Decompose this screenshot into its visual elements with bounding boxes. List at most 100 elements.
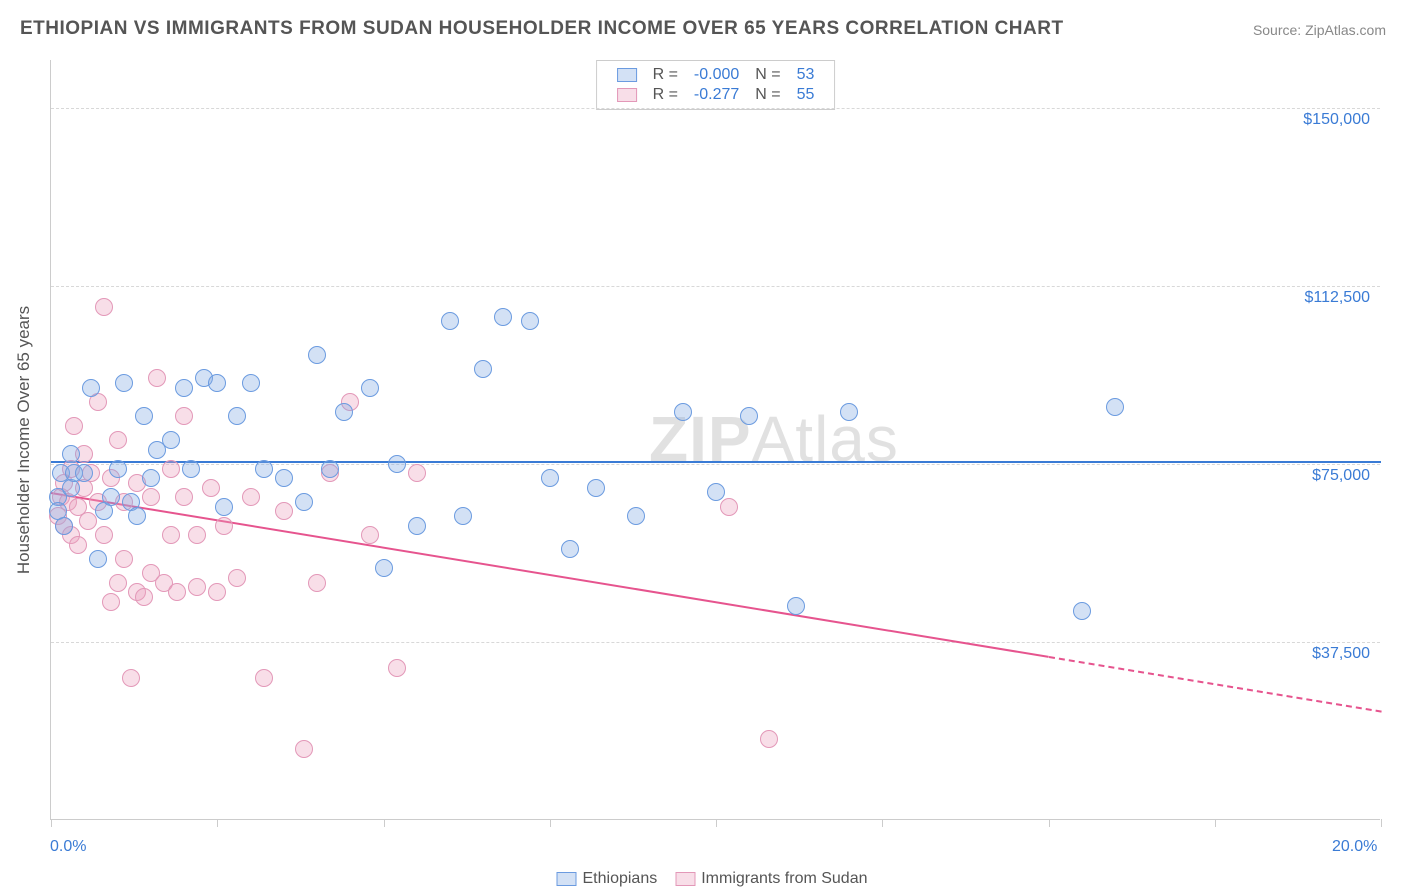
legend-series-label: Immigrants from Sudan: [701, 870, 867, 887]
data-point: [135, 407, 153, 425]
data-point: [102, 488, 120, 506]
legend-r-label: R =: [645, 65, 686, 85]
x-tick: [1049, 819, 1050, 827]
data-point: [275, 502, 293, 520]
x-axis-min-label: 0.0%: [50, 838, 86, 856]
x-tick: [384, 819, 385, 827]
data-point: [95, 526, 113, 544]
gridline: [51, 108, 1380, 109]
data-point: [82, 379, 100, 397]
legend-r-value: -0.277: [686, 85, 747, 105]
data-point: [408, 464, 426, 482]
data-point: [454, 507, 472, 525]
data-point: [202, 479, 220, 497]
data-point: [242, 374, 260, 392]
data-point: [408, 517, 426, 535]
data-point: [474, 360, 492, 378]
legend-n-label: N =: [747, 85, 788, 105]
data-point: [388, 659, 406, 677]
y-axis-title: Householder Income Over 65 years: [14, 306, 34, 574]
y-tick-label: $37,500: [1312, 645, 1370, 663]
data-point: [255, 669, 273, 687]
data-point: [361, 526, 379, 544]
data-point: [55, 517, 73, 535]
data-point: [79, 512, 97, 530]
data-point: [255, 460, 273, 478]
legend-row: R =-0.277N =55: [609, 85, 823, 105]
legend-swatch: [557, 872, 577, 886]
data-point: [295, 740, 313, 758]
series-legend: EthiopiansImmigrants from Sudan: [539, 870, 868, 888]
data-point: [182, 460, 200, 478]
data-point: [1106, 398, 1124, 416]
data-point: [109, 431, 127, 449]
data-point: [69, 536, 87, 554]
data-point: [587, 479, 605, 497]
gridline: [51, 286, 1380, 287]
data-point: [561, 540, 579, 558]
trend-line: [1048, 656, 1381, 713]
y-tick-label: $112,500: [1304, 289, 1370, 307]
data-point: [109, 460, 127, 478]
data-point: [148, 369, 166, 387]
data-point: [375, 559, 393, 577]
data-point: [142, 469, 160, 487]
x-tick: [1215, 819, 1216, 827]
data-point: [321, 460, 339, 478]
data-point: [787, 597, 805, 615]
data-point: [109, 574, 127, 592]
data-point: [162, 526, 180, 544]
legend-n-value: 53: [789, 65, 823, 85]
correlation-legend: R =-0.000N =53R =-0.277N =55: [596, 60, 836, 110]
data-point: [228, 569, 246, 587]
legend-r-value: -0.000: [686, 65, 747, 85]
data-point: [175, 379, 193, 397]
source-name: ZipAtlas.com: [1305, 22, 1386, 38]
gridline: [51, 464, 1380, 465]
trend-line: [51, 461, 1381, 463]
data-point: [541, 469, 559, 487]
data-point: [62, 445, 80, 463]
x-tick: [217, 819, 218, 827]
data-point: [441, 312, 459, 330]
data-point: [242, 488, 260, 506]
x-tick: [882, 819, 883, 827]
legend-r-label: R =: [645, 85, 686, 105]
data-point: [115, 550, 133, 568]
data-point: [1073, 602, 1091, 620]
legend-swatch: [617, 68, 637, 82]
data-point: [215, 517, 233, 535]
data-point: [75, 464, 93, 482]
legend-n-label: N =: [747, 65, 788, 85]
legend-swatch: [675, 872, 695, 886]
data-point: [295, 493, 313, 511]
data-point: [168, 583, 186, 601]
data-point: [275, 469, 293, 487]
data-point: [188, 526, 206, 544]
legend-row: R =-0.000N =53: [609, 65, 823, 85]
data-point: [361, 379, 379, 397]
data-point: [102, 593, 120, 611]
data-point: [115, 374, 133, 392]
data-point: [89, 550, 107, 568]
data-point: [335, 403, 353, 421]
data-point: [65, 417, 83, 435]
data-point: [228, 407, 246, 425]
data-point: [840, 403, 858, 421]
data-point: [707, 483, 725, 501]
data-point: [135, 588, 153, 606]
source-label: Source:: [1253, 22, 1305, 38]
data-point: [142, 488, 160, 506]
chart-container: ETHIOPIAN VS IMMIGRANTS FROM SUDAN HOUSE…: [0, 0, 1406, 892]
data-point: [208, 583, 226, 601]
data-point: [720, 498, 738, 516]
x-axis-max-label: 20.0%: [1332, 838, 1377, 856]
data-point: [122, 669, 140, 687]
data-point: [162, 431, 180, 449]
data-point: [521, 312, 539, 330]
trend-line: [51, 492, 1049, 658]
data-point: [674, 403, 692, 421]
data-point: [308, 346, 326, 364]
x-tick: [1381, 819, 1382, 827]
data-point: [175, 407, 193, 425]
